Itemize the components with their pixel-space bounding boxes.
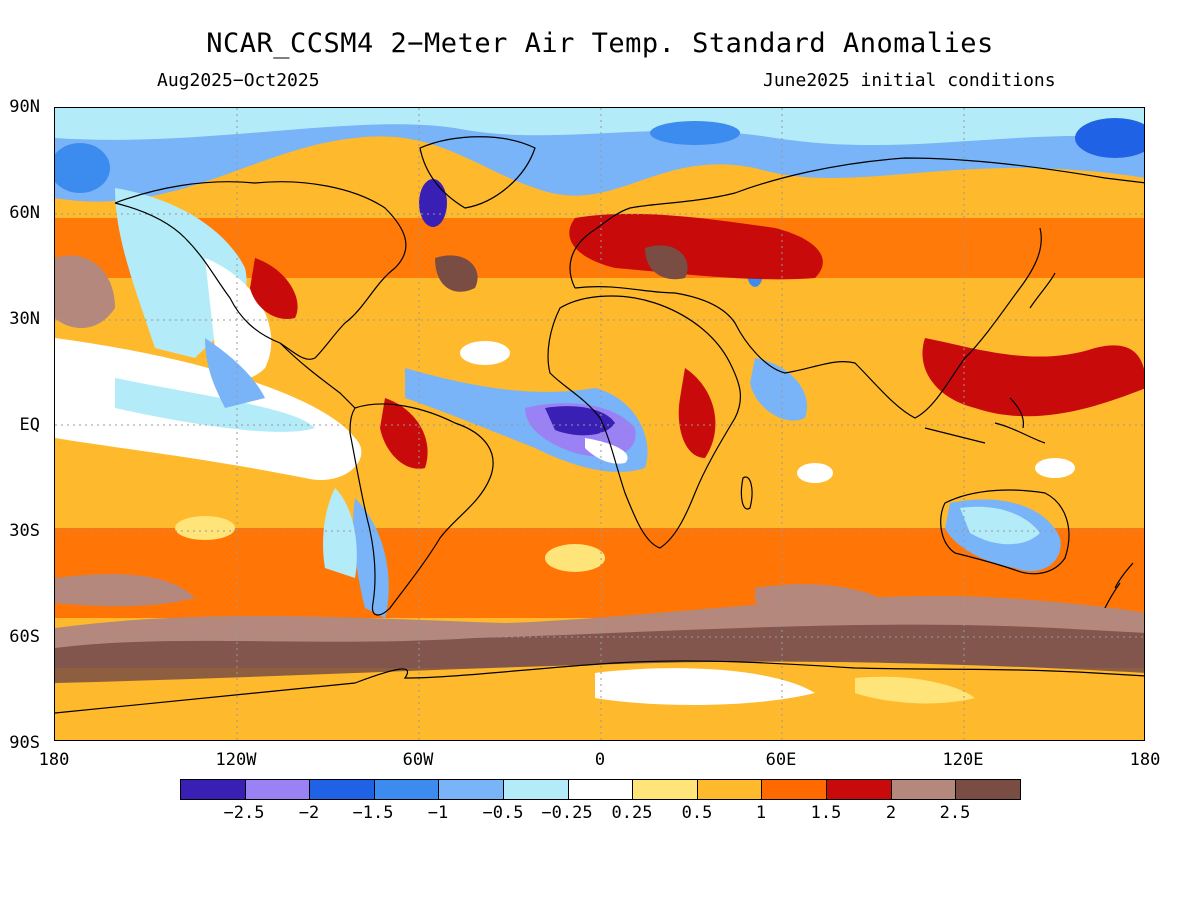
legend-label: −0.25 xyxy=(541,803,593,823)
lat-label-90s: 90S xyxy=(9,733,40,753)
forecast-period: Aug2025−Oct2025 xyxy=(157,70,320,91)
legend-swatch xyxy=(762,780,828,799)
legend-swatch xyxy=(633,780,698,799)
lat-label-90n: 90N xyxy=(9,97,40,117)
legend-swatch xyxy=(439,780,505,799)
lat-label-60n: 60N xyxy=(9,203,40,223)
legend-swatch xyxy=(697,780,763,799)
lat-label-30n: 30N xyxy=(9,309,40,329)
legend-label: 2 xyxy=(885,803,897,823)
legend-label: 0.5 xyxy=(681,803,713,823)
lat-label-30s: 30S xyxy=(9,521,40,541)
legend-swatch xyxy=(504,780,569,799)
legend-label: 2.5 xyxy=(939,803,971,823)
legend-label: −2 xyxy=(298,803,320,823)
legend-label: −1 xyxy=(427,803,449,823)
lon-label-0: 0 xyxy=(594,750,606,770)
anomaly-map xyxy=(54,107,1145,741)
legend-swatch xyxy=(891,780,957,799)
legend-label: −2.5 xyxy=(223,803,265,823)
legend-swatch xyxy=(310,780,375,799)
legend-swatch xyxy=(568,780,634,799)
legend-swatch xyxy=(181,780,246,799)
map-title: NCAR_CCSM4 2−Meter Air Temp. Standard An… xyxy=(206,28,994,59)
legend-label: −1.5 xyxy=(352,803,394,823)
legend-label: 1 xyxy=(755,803,767,823)
lon-label-180w: 180 xyxy=(38,750,70,770)
lon-label-120w: 120W xyxy=(215,750,257,770)
legend-swatch xyxy=(374,780,440,799)
lon-label-180e: 180 xyxy=(1129,750,1161,770)
lon-label-60w: 60W xyxy=(402,750,434,770)
initial-conditions: June2025 initial conditions xyxy=(763,70,1056,91)
lat-label-eq: EQ xyxy=(19,415,40,435)
lon-label-120e: 120E xyxy=(942,750,984,770)
lon-label-60e: 60E xyxy=(765,750,797,770)
legend-label: 0.25 xyxy=(611,803,653,823)
legend-swatch xyxy=(245,780,311,799)
lat-label-60s: 60S xyxy=(9,627,40,647)
color-scale-bar xyxy=(180,779,1021,800)
legend-label: −0.5 xyxy=(482,803,524,823)
map-svg xyxy=(55,108,1144,740)
legend-swatch xyxy=(827,780,892,799)
legend-swatch xyxy=(956,780,1020,799)
legend-label: 1.5 xyxy=(810,803,842,823)
